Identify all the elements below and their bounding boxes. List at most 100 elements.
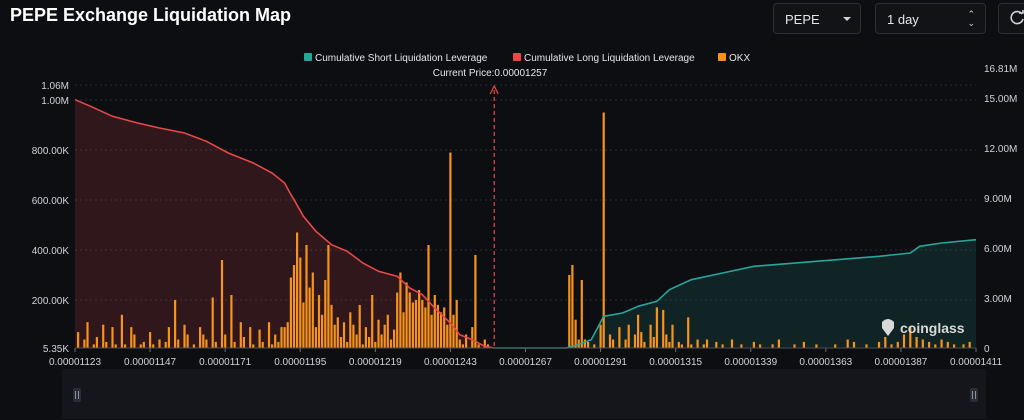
okx-bar[interactable]	[389, 339, 393, 349]
okx-bar[interactable]	[342, 322, 346, 348]
okx-bar[interactable]	[289, 277, 292, 349]
okx-bar[interactable]	[633, 334, 637, 349]
okx-bar[interactable]	[346, 341, 349, 348]
legend-swatch[interactable]	[513, 53, 521, 61]
okx-bar[interactable]	[339, 337, 342, 348]
okx-bar[interactable]	[327, 245, 330, 348]
okx-bar[interactable]	[258, 329, 261, 348]
okx-bar[interactable]	[317, 295, 321, 348]
okx-bar[interactable]	[671, 324, 674, 348]
okx-bar[interactable]	[336, 317, 339, 348]
okx-bar[interactable]	[308, 287, 311, 349]
okx-bar[interactable]	[896, 341, 899, 348]
range-handle-left[interactable]	[73, 388, 81, 402]
okx-bar[interactable]	[396, 292, 399, 349]
okx-bar[interactable]	[277, 341, 280, 348]
okx-bar[interactable]	[777, 339, 780, 349]
okx-bar[interactable]	[649, 324, 652, 348]
okx-bar[interactable]	[374, 341, 377, 348]
okx-bar[interactable]	[677, 341, 680, 348]
okx-bar[interactable]	[846, 339, 849, 349]
okx-bar[interactable]	[752, 341, 755, 348]
okx-bar[interactable]	[574, 319, 577, 348]
time-range-select[interactable]: 1 day ⌃ ⌄	[875, 3, 986, 34]
refresh-button[interactable]	[998, 3, 1024, 34]
okx-bar[interactable]	[461, 344, 464, 348]
okx-bar[interactable]	[274, 334, 277, 349]
okx-bar[interactable]	[602, 112, 605, 349]
okx-bar[interactable]	[690, 344, 693, 348]
okx-bar[interactable]	[177, 339, 180, 349]
okx-bar[interactable]	[668, 341, 671, 348]
okx-bar[interactable]	[571, 265, 574, 348]
okx-bar[interactable]	[124, 344, 127, 348]
okx-bar[interactable]	[230, 295, 233, 348]
okx-bar[interactable]	[408, 292, 411, 349]
okx-bar[interactable]	[393, 329, 396, 348]
okx-bar[interactable]	[421, 300, 424, 348]
okx-bar[interactable]	[583, 339, 586, 349]
okx-bar[interactable]	[167, 327, 170, 348]
okx-bar[interactable]	[252, 344, 255, 348]
okx-bar[interactable]	[183, 324, 186, 348]
okx-bar[interactable]	[915, 337, 918, 348]
okx-bar[interactable]	[483, 339, 486, 349]
okx-bar[interactable]	[637, 314, 640, 348]
okx-bar[interactable]	[358, 304, 361, 348]
okx-bar[interactable]	[283, 327, 286, 348]
okx-bar[interactable]	[968, 341, 971, 348]
okx-bar[interactable]	[439, 312, 443, 348]
okx-bar[interactable]	[730, 339, 734, 349]
okx-bar[interactable]	[418, 290, 421, 348]
okx-bar[interactable]	[83, 339, 86, 349]
okx-bar[interactable]	[380, 334, 383, 349]
okx-bar[interactable]	[242, 337, 245, 348]
okx-bar[interactable]	[624, 339, 627, 349]
okx-bar[interactable]	[402, 312, 405, 348]
okx-bar[interactable]	[612, 339, 615, 349]
okx-bar[interactable]	[702, 344, 705, 348]
okx-bar[interactable]	[921, 339, 924, 349]
okx-bar[interactable]	[239, 322, 242, 348]
okx-bar[interactable]	[705, 339, 709, 349]
okx-bar[interactable]	[192, 344, 195, 348]
okx-bar[interactable]	[86, 322, 89, 348]
okx-bar[interactable]	[286, 322, 289, 348]
okx-bar[interactable]	[120, 314, 123, 348]
okx-bar[interactable]	[655, 307, 658, 348]
legend-swatch[interactable]	[304, 53, 312, 61]
okx-bar[interactable]	[934, 344, 937, 348]
okx-bar[interactable]	[721, 344, 724, 348]
okx-bar[interactable]	[133, 334, 136, 349]
okx-bar[interactable]	[446, 324, 449, 348]
okx-bar[interactable]	[314, 327, 317, 348]
okx-bar[interactable]	[834, 344, 837, 348]
okx-bar[interactable]	[233, 341, 236, 348]
okx-bar[interactable]	[458, 339, 461, 349]
okx-bar[interactable]	[399, 272, 402, 349]
okx-bar[interactable]	[261, 341, 264, 348]
okx-bar[interactable]	[199, 327, 202, 348]
okx-bar[interactable]	[377, 319, 380, 348]
okx-bar[interactable]	[793, 344, 796, 348]
okx-bar[interactable]	[608, 334, 612, 349]
okx-bar[interactable]	[211, 297, 214, 349]
okx-bar[interactable]	[884, 337, 887, 348]
okx-bar[interactable]	[158, 339, 161, 349]
okx-bar[interactable]	[618, 327, 621, 348]
okx-bar[interactable]	[696, 339, 699, 349]
okx-bar[interactable]	[568, 275, 571, 348]
short-liquidation-line[interactable]	[494, 238, 977, 349]
okx-bar[interactable]	[593, 344, 596, 348]
okx-bar[interactable]	[111, 327, 114, 348]
okx-bar[interactable]	[455, 300, 458, 348]
okx-bar[interactable]	[411, 302, 414, 349]
okx-bar[interactable]	[627, 324, 630, 348]
okx-bar[interactable]	[267, 322, 271, 348]
okx-bar[interactable]	[759, 344, 762, 348]
okx-bar[interactable]	[142, 341, 145, 348]
okx-bar[interactable]	[186, 334, 189, 349]
range-handle-right[interactable]	[970, 388, 978, 402]
okx-bar[interactable]	[909, 327, 912, 348]
okx-bar[interactable]	[355, 334, 358, 349]
